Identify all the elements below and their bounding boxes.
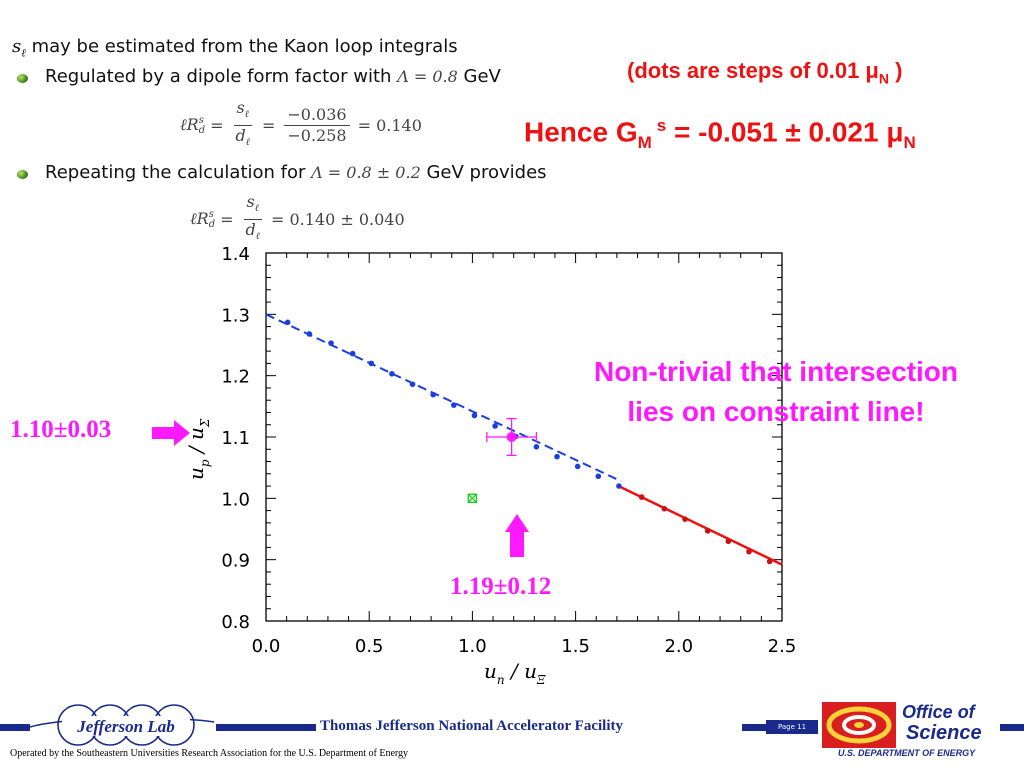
data-point	[451, 402, 457, 408]
data-point	[368, 360, 375, 367]
operated-by: Operated by the Southeastern Universitie…	[10, 748, 409, 759]
data-point	[554, 453, 560, 460]
intro-line: sℓ may be estimated from the Kaon loop i…	[12, 36, 458, 60]
jefferson-lab-logo: Jefferson Lab	[29, 704, 215, 746]
data-point	[595, 473, 602, 480]
y-tick-label: 1.2	[221, 367, 250, 388]
x-tick-label: 0.0	[252, 636, 281, 657]
y-axis-label: up / uΣ	[184, 418, 212, 480]
data-point	[306, 331, 313, 337]
data-point	[766, 558, 773, 565]
equation-ratio: ℓR s d = sℓ dℓ = −0.036 −0.258 = 0.140	[180, 98, 422, 153]
data-point	[746, 548, 752, 555]
x-tick-label: 0.5	[355, 636, 384, 657]
data-point	[284, 319, 291, 326]
data-point	[328, 340, 334, 346]
nontrivial-note: Non-trivial that intersection lies on co…	[548, 352, 1004, 432]
doe-science-text: Science	[906, 722, 982, 744]
x-tick-label: 2.0	[664, 636, 693, 657]
s-ell-symbol: sℓ	[12, 36, 26, 60]
y-tick-label: 1.3	[221, 305, 250, 326]
data-point	[349, 350, 356, 357]
svg-text:Jefferson Lab: Jefferson Lab	[76, 717, 174, 736]
facility-name: Thomas Jefferson National Accelerator Fa…	[320, 718, 623, 734]
doe-logo: Office of Science U.S. DEPARTMENT OF ENE…	[822, 702, 1018, 762]
eq1-frac-numeric: −0.036 −0.258	[284, 105, 350, 146]
eq2-result: = 0.140 ± 0.040	[270, 210, 405, 230]
footer-bar-right	[742, 724, 766, 731]
y-tick-label: 1.1	[221, 428, 250, 449]
bottom-value-label: 1.19±0.12	[450, 573, 552, 600]
nontrivial-line2: lies on constraint line!	[627, 396, 925, 427]
doe-office-text: Office of	[902, 702, 975, 722]
data-point	[616, 483, 622, 489]
x-tick-label: 2.5	[768, 636, 797, 657]
series-line-solid	[620, 486, 783, 566]
page-number: Page 11	[777, 723, 807, 731]
data-point	[704, 528, 711, 534]
series-line-dashed	[265, 313, 622, 483]
green-marker-cross	[467, 493, 477, 503]
data-point	[409, 381, 416, 388]
green-marker	[467, 493, 478, 504]
y-tick-label: 1.0	[221, 489, 250, 510]
right-arrow-icon	[152, 420, 190, 446]
bullet2-suffix: GeV provides	[426, 162, 547, 183]
eq1-lhs: ℓR s d	[180, 114, 206, 136]
bullet1-math: Λ = 0.8	[397, 67, 458, 86]
left-value-label: 1.10±0.03	[10, 416, 112, 443]
data-point	[492, 423, 498, 429]
bullet-icon	[17, 74, 28, 83]
bullet2-math: Λ = 0.8 ± 0.2	[311, 163, 421, 182]
x-axis-label: un / uΞ	[484, 659, 546, 687]
eq2-frac-symbolic: sℓ dℓ	[243, 192, 262, 243]
hence-result: Hence GMs = -0.051 ± 0.021 μN	[524, 116, 916, 152]
data-point	[661, 505, 668, 512]
footer-bar-far-right	[1000, 724, 1024, 731]
footer-bar-mid	[216, 724, 316, 731]
data-point	[682, 516, 688, 522]
data-point	[638, 494, 645, 500]
eq2-lhs: ℓR s d	[190, 208, 216, 230]
page-number-box: Page 11	[766, 720, 818, 734]
data-point	[389, 371, 395, 377]
y-tick-label: 0.9	[221, 551, 250, 572]
intro-text: may be estimated from the Kaon loop inte…	[31, 36, 458, 57]
equation-result: ℓR s d = sℓ dℓ = 0.140 ± 0.040	[190, 192, 405, 247]
doe-emblem-icon	[822, 702, 896, 748]
up-arrow-icon	[505, 514, 529, 557]
doe-dept-text: U.S. DEPARTMENT OF ENERGY	[838, 748, 976, 758]
bullet-repeating: Repeating the calculation for Λ = 0.8 ± …	[45, 162, 547, 183]
bullet-icon	[17, 170, 28, 179]
y-tick-label: 1.4	[221, 244, 250, 265]
x-tick-label: 1.0	[458, 636, 487, 657]
x-tick-label: 1.5	[561, 636, 590, 657]
eq1-frac-symbolic: sℓ dℓ	[233, 98, 252, 149]
data-point	[574, 463, 581, 470]
y-tick-label: 0.8	[221, 612, 250, 633]
bullet-regulated: Regulated by a dipole form factor with Λ…	[45, 66, 501, 87]
dots-note: (dots are steps of 0.01 μN )	[627, 58, 903, 87]
footer-bar-left	[0, 724, 30, 731]
intersection-point	[506, 432, 517, 442]
eq1-result: = 0.140	[357, 116, 422, 136]
data-point	[533, 444, 540, 450]
constraint-plot: 0.0 0.5 1.0 1.5 2.0 2.50.80.91.01.11.21.31.4 …	[152, 244, 797, 687]
data-point	[725, 538, 732, 545]
data-point	[430, 391, 436, 398]
nontrivial-line1: Non-trivial that intersection	[593, 356, 959, 387]
bullet2-text: Repeating the calculation for	[45, 162, 306, 183]
bullet1-unit: GeV	[463, 66, 501, 87]
data-point	[471, 412, 478, 419]
bullet1-text: Regulated by a dipole form factor with	[45, 66, 392, 87]
